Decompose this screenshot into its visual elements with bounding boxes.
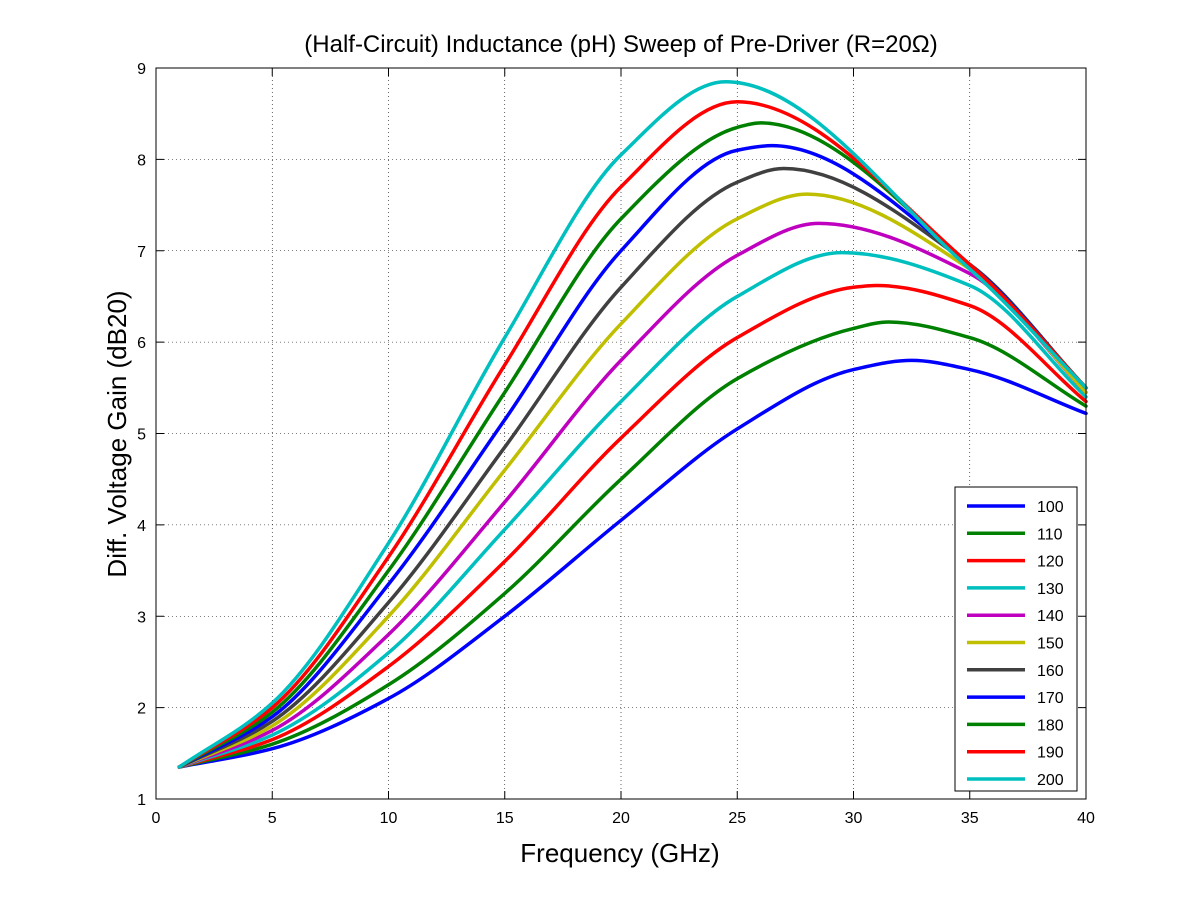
chart-title: (Half-Circuit) Inductance (pH) Sweep of … [304,31,937,58]
series-line-130 [177,250,1088,769]
y-tick-label: 3 [137,609,146,626]
y-tick-label: 6 [137,335,146,352]
y-tick-label: 4 [137,518,146,535]
x-axis-label: Frequency (GHz) [520,838,719,868]
legend-label-170: 170 [1037,690,1064,707]
x-tick-label: 35 [961,810,979,827]
legend-label-150: 150 [1037,636,1064,653]
y-axis-label: Diff. Voltage Gain (dB20) [102,290,132,577]
x-tick-label: 10 [380,810,398,827]
y-tick-label: 1 [137,792,146,809]
x-tick-label: 30 [845,810,863,827]
y-tick-label: 7 [137,244,146,261]
legend: 100 110 120 130 140 150 160 170 180 190 200 [954,486,1078,792]
x-tick-label: 25 [728,810,746,827]
x-tick-label: 0 [152,810,161,827]
series-line-110 [177,320,1088,769]
x-tick-label: 5 [268,810,277,827]
series-line-120 [177,283,1088,769]
legend-label-120: 120 [1037,554,1064,571]
series-line-190 [177,100,1088,769]
legend-label-160: 160 [1037,663,1064,680]
x-tick-label: 40 [1077,810,1095,827]
legend-label-180: 180 [1037,717,1064,734]
legend-label-190: 190 [1037,745,1064,762]
legend-box [954,486,1078,792]
legend-label-140: 140 [1037,608,1064,625]
series-line-140 [177,221,1088,769]
legend-label-130: 130 [1037,581,1064,598]
series-lines [177,79,1088,769]
y-tick-label: 8 [137,152,146,169]
series-line-100 [177,358,1088,769]
x-tick-label: 15 [496,810,514,827]
legend-label-110: 110 [1037,526,1063,543]
x-tick-label: 20 [612,810,630,827]
series-line-160 [177,166,1088,769]
y-tick-label: 5 [137,427,146,444]
legend-label-100: 100 [1037,499,1064,516]
y-tick-label: 9 [137,61,146,78]
series-line-200 [177,79,1088,769]
ticks: 0 5 10 15 20 25 30 35 40 1 2 3 4 5 6 7 8 9 [137,61,1095,827]
y-tick-label: 2 [137,701,146,718]
series-line-150 [177,192,1088,769]
legend-label-200: 200 [1037,772,1064,789]
